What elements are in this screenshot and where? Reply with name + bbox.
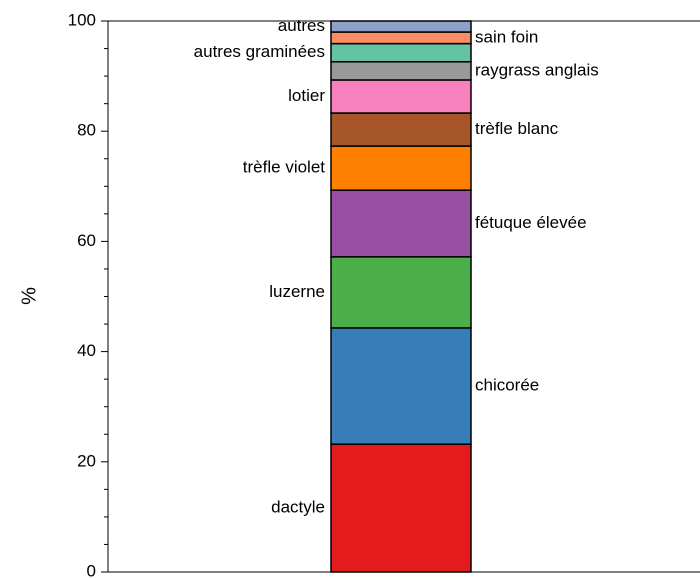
segment-label: trèfle blanc [475,119,559,138]
y-tick-label: 80 [77,121,96,140]
segment-label: dactyle [271,498,325,517]
segment-label: fétuque élevée [475,213,587,232]
y-tick-label: 0 [87,561,96,579]
segment-label: raygrass anglais [475,60,599,79]
y-tick-label: 20 [77,451,96,470]
bar-segment [330,61,472,81]
bar-segment [330,443,472,573]
segment-label: chicorée [475,376,539,395]
segment-label: sain foin [475,27,538,46]
y-axis-label: % [18,287,40,305]
segment-label: autres graminées [194,42,325,61]
segment-label: lotier [288,86,325,105]
segment-label: trèfle violet [243,158,325,177]
bar-segment [330,145,472,191]
y-tick-label: 60 [77,231,96,250]
bar-segment [330,20,472,33]
bar-segment [330,112,472,147]
bar-segment [330,79,472,114]
bar-segment [330,189,472,258]
bar-segment [330,256,472,329]
bar-segment [330,42,472,63]
bar-segment [330,31,472,45]
segment-label: luzerne [269,282,325,301]
segment-label: autres [278,16,325,35]
y-tick-label: 100 [68,10,96,29]
y-tick-label: 40 [77,341,96,360]
bar-segment [330,327,472,445]
